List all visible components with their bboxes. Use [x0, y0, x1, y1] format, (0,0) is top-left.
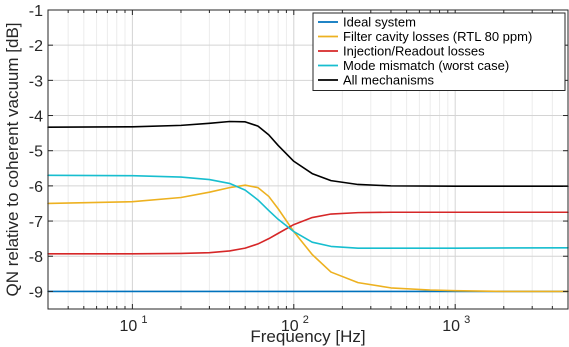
- series-line-3: [47, 174, 569, 249]
- x-tick-label-exponent: 1: [141, 314, 147, 326]
- axis-ticks: -9 -8 -7 -6 -5 -4 -3 -2 -1 10 1 10 2 10 3: [29, 3, 568, 335]
- legend-label-4: All mechanisms: [343, 73, 435, 88]
- series-line-1: [47, 184, 569, 293]
- series-lines: [47, 120, 569, 293]
- x-tick-label-exponent: 2: [303, 314, 309, 326]
- legend-label-2: Injection/Readout losses: [343, 44, 485, 59]
- y-tick-label: -4: [29, 109, 43, 126]
- y-tick-label: -9: [29, 284, 43, 301]
- legend-label-1: Filter cavity losses (RTL 80 ppm): [343, 29, 532, 44]
- x-tick-label: 10: [119, 318, 137, 335]
- y-tick-label: -3: [29, 73, 43, 90]
- y-tick-label: -5: [29, 144, 43, 161]
- y-tick-label: -8: [29, 249, 43, 266]
- legend-label-0: Ideal system: [343, 15, 416, 30]
- series-line-2: [47, 211, 569, 255]
- x-tick-label-exponent: 3: [464, 314, 470, 326]
- x-tick-label: 10: [281, 318, 299, 335]
- y-tick-label: -6: [29, 179, 43, 196]
- y-tick-label: -1: [29, 3, 43, 20]
- legend-label-3: Mode mismatch (worst case): [343, 58, 509, 73]
- y-tick-label: -7: [29, 214, 43, 231]
- legend-box: [312, 12, 566, 91]
- y-axis-label: QN relative to coherent vacuum [dB]: [3, 22, 22, 296]
- x-tick-label: 10: [442, 318, 460, 335]
- y-tick-label: -2: [29, 38, 43, 55]
- x-axis-label: Frequency [Hz]: [250, 327, 365, 346]
- plot-frame: [47, 9, 569, 310]
- series-line-4: [47, 120, 569, 188]
